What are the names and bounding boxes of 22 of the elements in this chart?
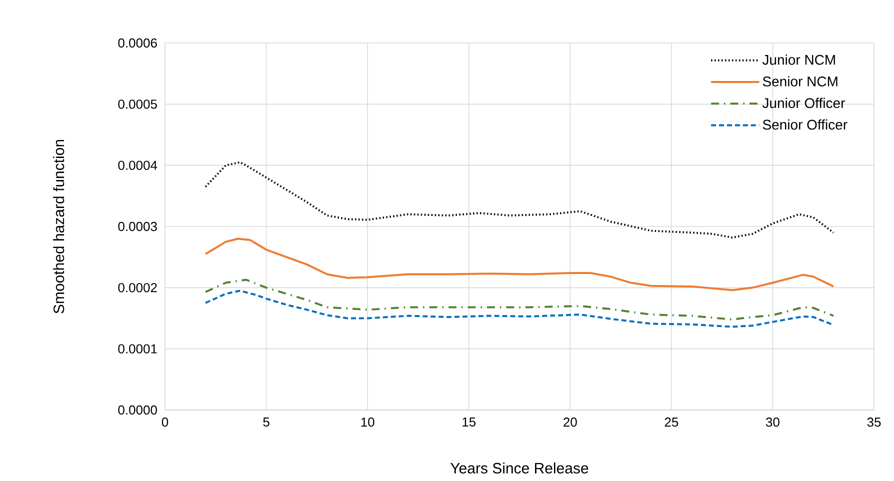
- y-tick-label: 0.0004: [118, 160, 158, 170]
- x-tick-label: 30: [766, 418, 780, 427]
- legend-label: Senior Officer: [762, 119, 848, 130]
- legend-label: Junior NCM: [762, 54, 835, 65]
- y-tick-label: 0.0005: [118, 100, 157, 109]
- x-tick-label: 25: [664, 418, 678, 427]
- x-tick-label: 10: [361, 418, 374, 427]
- y-tick-label: 0.0003: [118, 222, 157, 232]
- line-series: [204, 290, 834, 328]
- x-tick-label: 35: [867, 418, 881, 427]
- y-tick-label: 0.0001: [118, 344, 157, 354]
- x-tick-label: 15: [462, 418, 476, 427]
- x-axis-title: Years Since Release: [450, 462, 588, 474]
- x-tick-label: 20: [564, 418, 577, 427]
- legend-label: Senior NCM: [762, 76, 838, 86]
- y-tick-label: 0.0002: [118, 283, 157, 292]
- y-tick-label: 0.0006: [118, 38, 157, 48]
- x-tick-label: 5: [263, 418, 270, 427]
- y-axis-title: Smoothed hazard function: [53, 140, 64, 314]
- x-tick-label: 0: [162, 418, 168, 427]
- y-tick-label: 0.0000: [118, 405, 157, 415]
- legend-label: Junior Officer: [762, 98, 845, 108]
